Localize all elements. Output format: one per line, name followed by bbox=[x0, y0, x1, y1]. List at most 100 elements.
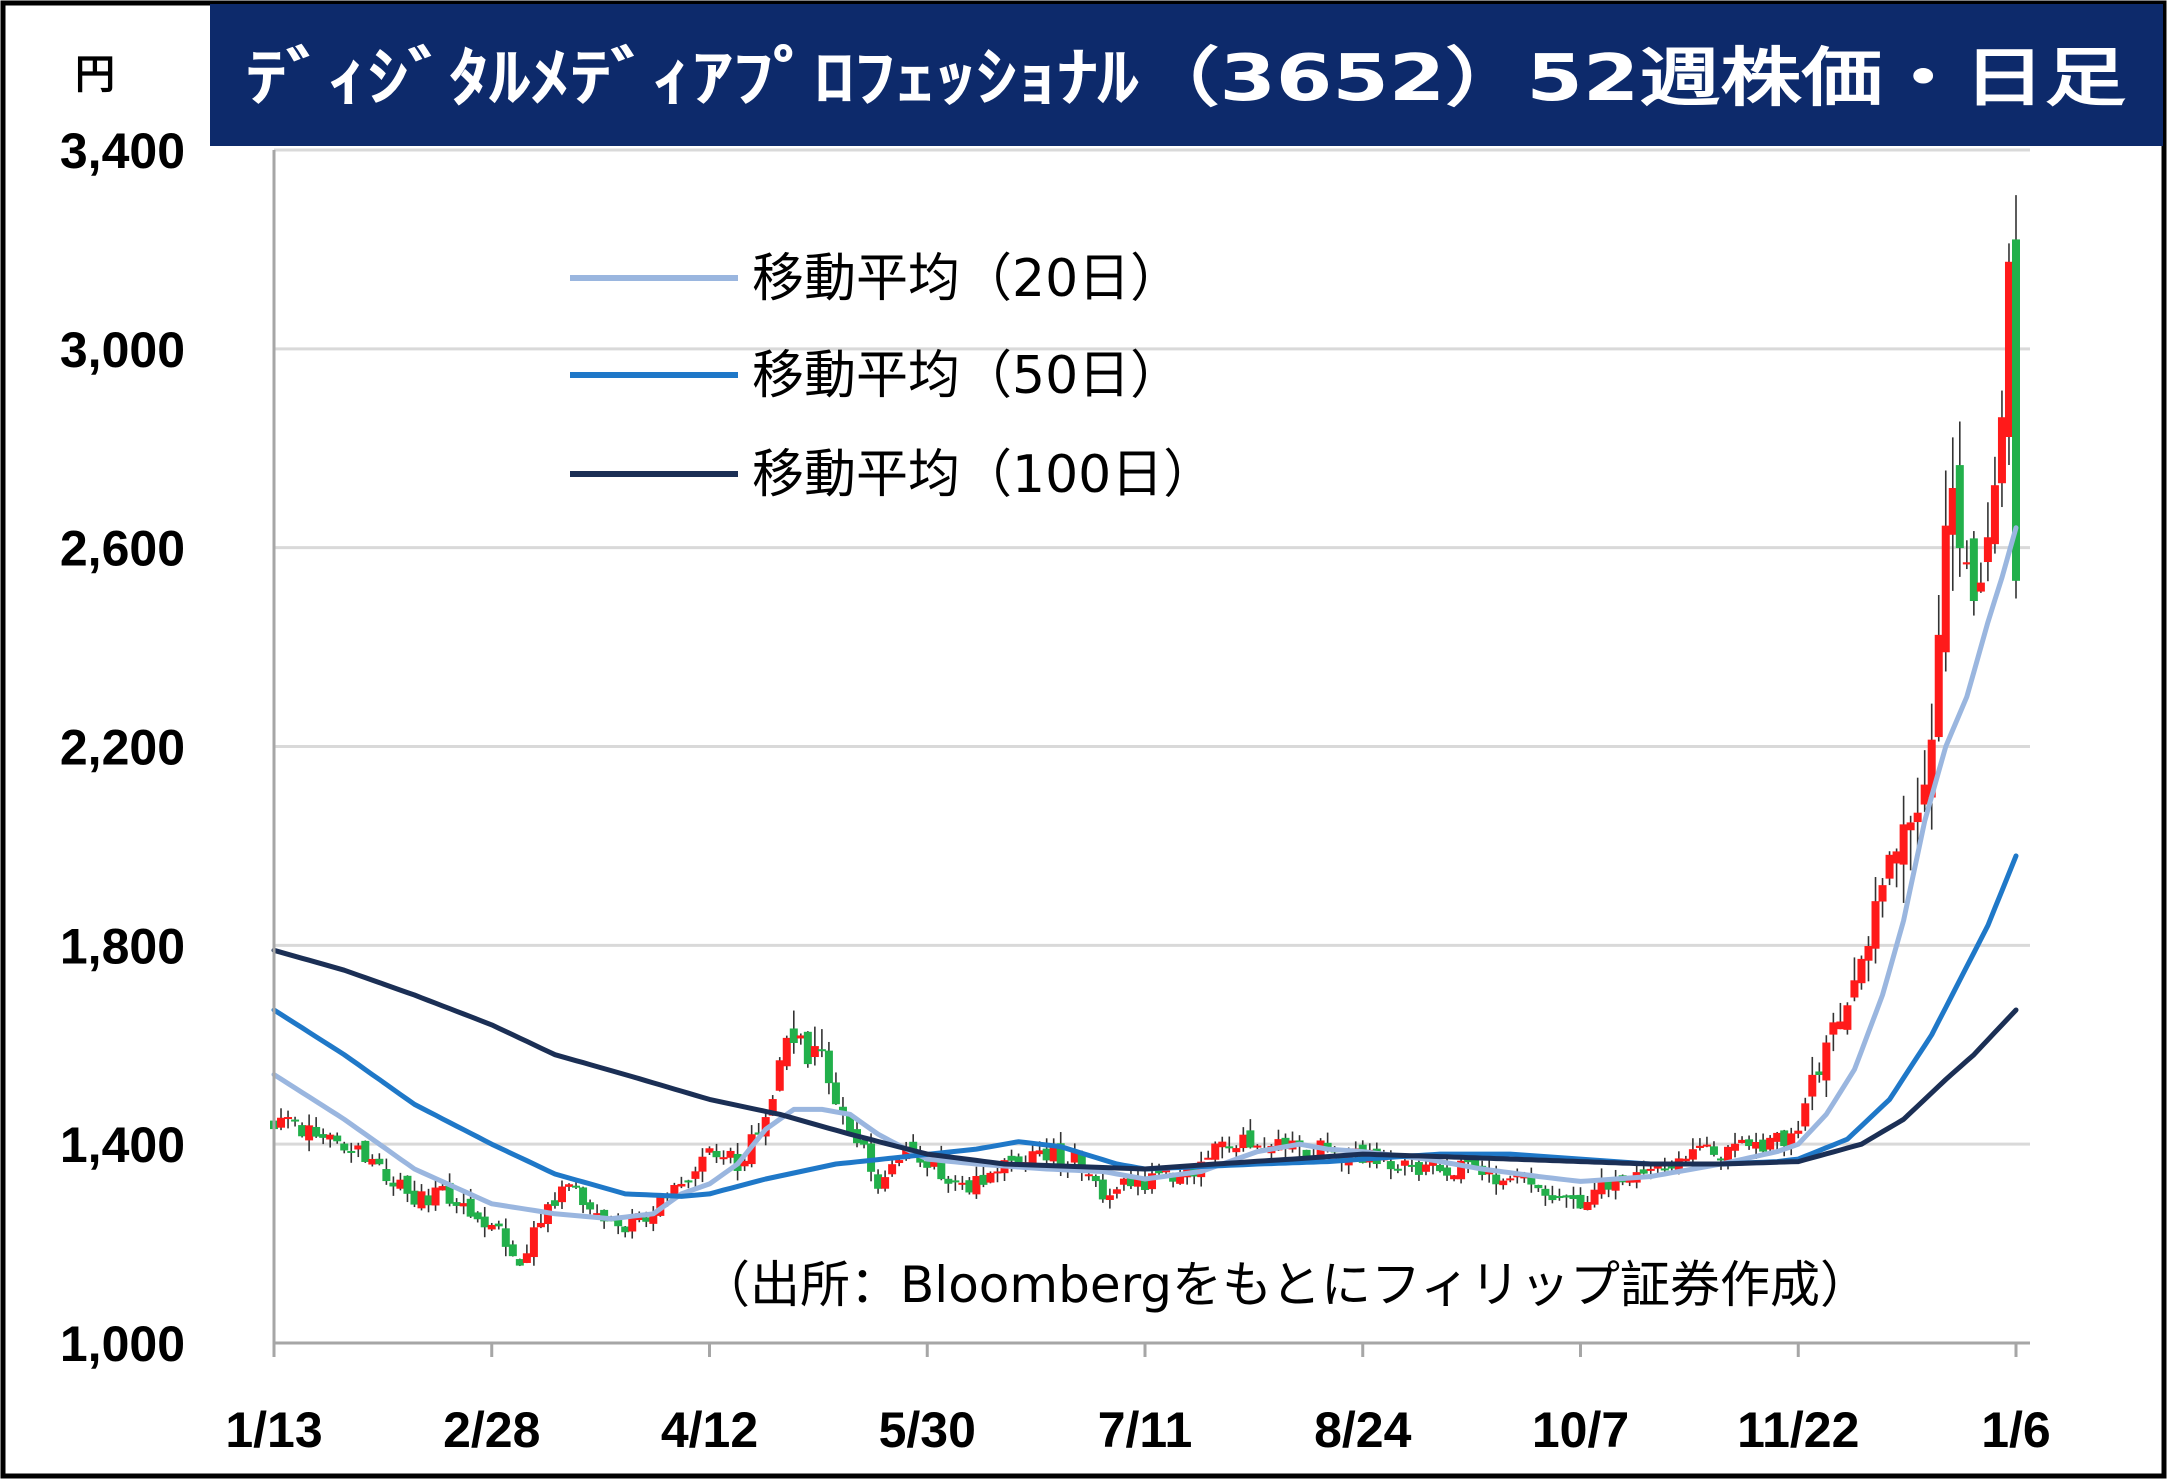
candle-up bbox=[719, 1157, 728, 1160]
candle-down bbox=[572, 1185, 581, 1188]
candle-up bbox=[1499, 1180, 1508, 1186]
candle-up bbox=[1857, 958, 1866, 984]
candle-up bbox=[536, 1222, 545, 1228]
x-tick-label: 10/7 bbox=[1532, 1402, 1629, 1458]
candle-up bbox=[1801, 1103, 1810, 1127]
candle-up bbox=[284, 1117, 293, 1120]
candle-down bbox=[817, 1049, 826, 1052]
header-bar bbox=[210, 4, 2163, 146]
candle-up bbox=[698, 1156, 707, 1172]
candle-up bbox=[1239, 1134, 1248, 1149]
candle-down bbox=[515, 1259, 524, 1266]
candle-up bbox=[1428, 1161, 1437, 1166]
candle-up bbox=[1794, 1130, 1803, 1134]
candle-up bbox=[396, 1179, 405, 1189]
candle-down bbox=[951, 1180, 960, 1183]
legend-label-ma20: 移動平均（20日） bbox=[752, 249, 1182, 309]
candle-up bbox=[1997, 417, 2006, 484]
y-axis-ticks: 1,000 1,400 1,800 2,200 2,600 3,000 3,400 bbox=[60, 123, 185, 1372]
legend-label-ma50: 移動平均（50日） bbox=[752, 346, 1182, 406]
candle-down bbox=[1548, 1195, 1557, 1201]
candle-down bbox=[1534, 1184, 1543, 1189]
candle-up bbox=[1084, 1174, 1093, 1177]
candle-up bbox=[796, 1035, 805, 1039]
candle-down bbox=[2012, 239, 2020, 581]
candle-up bbox=[902, 1146, 911, 1160]
candle-up bbox=[782, 1037, 791, 1067]
candle-down bbox=[579, 1187, 588, 1206]
candle-down bbox=[340, 1143, 349, 1151]
candle-up bbox=[1934, 634, 1943, 738]
candle-up bbox=[459, 1203, 468, 1207]
candle-down bbox=[445, 1182, 454, 1204]
candle-down bbox=[684, 1180, 693, 1183]
candle-up bbox=[354, 1145, 363, 1150]
candle-up bbox=[691, 1171, 700, 1179]
candle-down bbox=[319, 1134, 328, 1138]
candle-up bbox=[972, 1176, 981, 1195]
candle-up bbox=[1773, 1132, 1782, 1142]
candle-up bbox=[628, 1215, 637, 1232]
candle-up bbox=[1731, 1143, 1740, 1151]
candle-up bbox=[305, 1125, 314, 1141]
candle-down bbox=[1759, 1139, 1768, 1152]
y-tick-label: 1,800 bbox=[60, 918, 185, 974]
candle-up bbox=[958, 1182, 967, 1185]
y-tick-label: 3,400 bbox=[60, 123, 185, 179]
candle-down bbox=[494, 1223, 503, 1227]
candle-up bbox=[775, 1060, 784, 1091]
candle-up bbox=[649, 1213, 658, 1224]
candle-down bbox=[803, 1031, 812, 1065]
candle-up bbox=[326, 1134, 335, 1140]
candle-down bbox=[944, 1178, 953, 1184]
candle-up bbox=[1927, 739, 1936, 798]
candle-up bbox=[2004, 261, 2013, 438]
candle-up bbox=[1148, 1173, 1157, 1190]
candle-down bbox=[550, 1200, 559, 1206]
candle-up bbox=[1204, 1157, 1213, 1160]
candle-up bbox=[1920, 784, 1929, 805]
candle-down bbox=[1667, 1166, 1676, 1169]
candle-up bbox=[1421, 1164, 1430, 1172]
y-tick-label: 2,200 bbox=[60, 720, 185, 776]
candle-up bbox=[993, 1171, 1002, 1174]
candle-up bbox=[1274, 1139, 1283, 1151]
candle-down bbox=[375, 1158, 384, 1165]
candle-up bbox=[768, 1099, 777, 1116]
candle-down bbox=[403, 1175, 412, 1194]
candle-up bbox=[1836, 1021, 1845, 1030]
candle-up bbox=[1892, 851, 1901, 864]
candle-up bbox=[1218, 1141, 1227, 1148]
candle-up bbox=[1787, 1133, 1796, 1148]
x-tick-label: 1/6 bbox=[1981, 1402, 2051, 1458]
candle-up bbox=[1112, 1189, 1121, 1194]
candle-down bbox=[1527, 1176, 1536, 1185]
candle-down bbox=[480, 1216, 489, 1228]
candle-up bbox=[1850, 980, 1859, 998]
candle-up bbox=[1450, 1175, 1459, 1180]
candle-up bbox=[1913, 812, 1922, 823]
candle-up bbox=[705, 1148, 714, 1153]
candle-down bbox=[1955, 465, 1964, 549]
candle-up bbox=[1885, 854, 1894, 879]
candle-down bbox=[614, 1217, 623, 1227]
candle-up bbox=[1724, 1146, 1733, 1162]
candle-up bbox=[740, 1160, 749, 1167]
candle-up bbox=[1646, 1168, 1655, 1171]
candle-up bbox=[1253, 1145, 1262, 1148]
candle-down bbox=[1126, 1175, 1135, 1187]
x-tick-label: 7/11 bbox=[1098, 1402, 1193, 1458]
candle-down bbox=[754, 1132, 763, 1135]
candle-down bbox=[333, 1135, 342, 1142]
candle-up bbox=[1990, 485, 1999, 545]
y-tick-label: 2,600 bbox=[60, 521, 185, 577]
candle-up bbox=[1611, 1179, 1620, 1191]
candle-up bbox=[1808, 1074, 1817, 1097]
candle-up bbox=[1843, 1005, 1852, 1030]
candle-up bbox=[1962, 562, 1971, 565]
candle-down bbox=[508, 1244, 517, 1257]
candle-up bbox=[1941, 525, 1950, 653]
candle-down bbox=[312, 1126, 321, 1137]
